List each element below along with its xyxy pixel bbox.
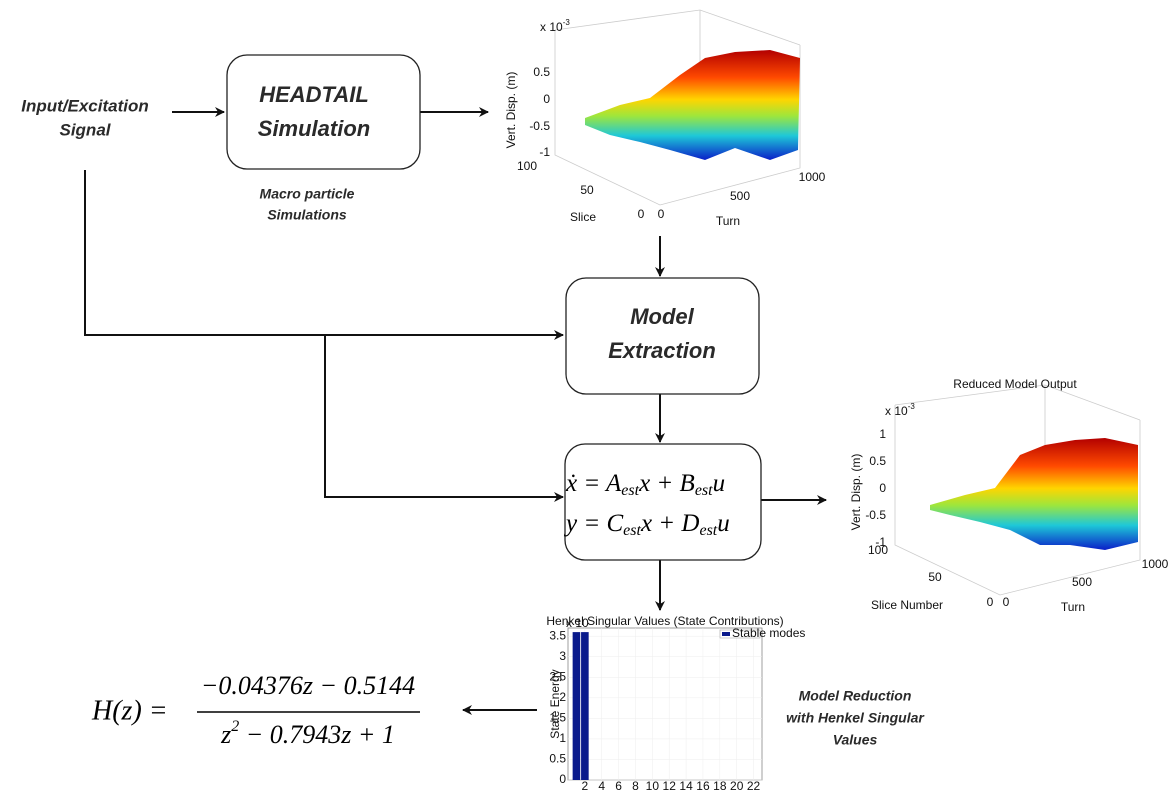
- connectors: [84, 107, 827, 715]
- x-tick-label: 10: [646, 779, 660, 793]
- equation-part: est: [695, 482, 713, 499]
- z-axis-label: Vert. Disp. (m): [849, 454, 863, 531]
- henkel-y-label: State Energy: [548, 669, 562, 738]
- turn-tick-label: 0: [1003, 595, 1010, 609]
- reduction-caption: Model Reduction: [799, 688, 912, 704]
- x-tick-label: 16: [696, 779, 710, 793]
- slice-axis-label: Slice: [570, 210, 596, 224]
- simulation-surface-plot: [554, 9, 801, 206]
- slice-axis-label: Slice Number: [871, 598, 943, 612]
- henkel-plot: [567, 627, 763, 781]
- exponent-power: -3: [563, 18, 571, 27]
- x-tick-label: 22: [747, 779, 761, 793]
- simulation-box: [226, 54, 421, 170]
- legend-label: Stable modes: [732, 626, 805, 640]
- turn-axis-label: Turn: [1061, 600, 1085, 614]
- turn-tick-label: 500: [1072, 575, 1092, 589]
- transfer-lhs: H(z) =: [91, 695, 168, 726]
- henkel-exponent: x 10: [566, 616, 589, 630]
- z-tick-label: -1: [539, 145, 550, 159]
- turn-tick-label: 1000: [1142, 557, 1169, 571]
- equation-part: est: [623, 522, 641, 539]
- z-tick-label: 0: [879, 481, 886, 495]
- reduced-surface-plot: [894, 384, 1141, 596]
- z-tick-label: 0.5: [533, 65, 550, 79]
- x-tick-label: 8: [632, 779, 639, 793]
- equation-part: x + D: [640, 510, 700, 537]
- x-tick-label: 20: [730, 779, 744, 793]
- equation-part: y = C: [563, 510, 623, 537]
- z-tick-label: 0.5: [869, 454, 886, 468]
- legend-box: [719, 629, 761, 639]
- x-tick-label: 6: [615, 779, 622, 793]
- simulation-caption: Simulations: [267, 207, 347, 223]
- slice-tick-label: 0: [987, 595, 994, 609]
- exponent: x 10-3: [540, 18, 570, 34]
- denominator-part: 2: [231, 718, 239, 735]
- x-tick-label: 12: [663, 779, 677, 793]
- y-tick-label: 3.5: [549, 628, 566, 642]
- equation-part: ẋ = A: [565, 470, 622, 497]
- simulation-label: Simulation: [258, 116, 370, 141]
- henkel-title: Henkel Singular Values (State Contributi…: [546, 614, 783, 628]
- transfer-numerator: −0.04376z − 0.5144: [201, 671, 415, 700]
- state-space-box: [564, 443, 762, 561]
- denominator-part: − 0.7943z + 1: [239, 720, 395, 749]
- z-tick-label: -0.5: [865, 508, 886, 522]
- turn-tick-label: 1000: [799, 170, 826, 184]
- input-label: Signal: [59, 120, 111, 139]
- legend-swatch: [722, 632, 730, 636]
- state-equation: ẋ = Aestx + Bestu: [565, 470, 725, 499]
- x-tick-label: 2: [582, 779, 589, 793]
- reduction-caption: Values: [833, 732, 878, 748]
- z-tick-label: -0.5: [529, 119, 550, 133]
- x-tick-label: 4: [598, 779, 605, 793]
- y-tick-label: 0: [559, 772, 566, 786]
- y-tick-label: 2.5: [549, 669, 566, 683]
- extraction-label: Extraction: [608, 338, 716, 363]
- equation-part: est: [699, 522, 717, 539]
- y-tick-label: 1: [559, 731, 566, 745]
- z-tick-label: 1: [879, 427, 886, 441]
- slice-tick-label: 100: [868, 543, 888, 557]
- exponent-base: x 10: [885, 404, 908, 418]
- z-tick-label: 0: [543, 92, 550, 106]
- turn-tick-label: 0: [658, 207, 665, 221]
- exponent-base: x 10: [540, 20, 563, 34]
- reduction-caption: with Henkel Singular: [786, 710, 925, 726]
- turn-tick-label: 500: [730, 189, 750, 203]
- z-axis-label: Vert. Disp. (m): [504, 72, 518, 149]
- turn-axis-label: Turn: [716, 214, 740, 228]
- transfer-denominator: z2 − 0.7943z + 1: [220, 718, 395, 749]
- equation-part: u: [717, 510, 730, 537]
- bar: [581, 632, 589, 780]
- y-tick-label: 0.5: [549, 752, 566, 766]
- exponent: x 10-3: [885, 402, 915, 418]
- plot-title: Reduced Model Output: [953, 377, 1077, 391]
- z-tick-label: -1: [875, 535, 886, 549]
- equation-part: x + B: [638, 470, 695, 497]
- equation-part: u: [713, 470, 726, 497]
- input-label: Input/Excitation: [21, 96, 149, 115]
- slice-tick-label: 0: [638, 207, 645, 221]
- bar: [572, 632, 581, 780]
- state-equation: y = Cestx + Destu: [563, 510, 730, 539]
- y-tick-label: 1.5: [549, 711, 566, 725]
- equation-part: est: [621, 482, 639, 499]
- y-tick-label: 3: [559, 649, 566, 663]
- x-tick-label: 18: [713, 779, 727, 793]
- extraction-box: [565, 277, 760, 395]
- slice-tick-label: 50: [928, 570, 942, 584]
- denominator-part: z: [220, 720, 231, 749]
- slice-tick-label: 50: [580, 183, 594, 197]
- simulation-label: HEADTAIL: [259, 82, 369, 107]
- extraction-label: Model: [630, 304, 694, 329]
- simulation-caption: Macro particle: [260, 186, 355, 202]
- y-tick-label: 2: [559, 690, 566, 704]
- slice-tick-label: 100: [517, 159, 537, 173]
- exponent-power: -3: [908, 402, 916, 411]
- x-tick-label: 14: [679, 779, 693, 793]
